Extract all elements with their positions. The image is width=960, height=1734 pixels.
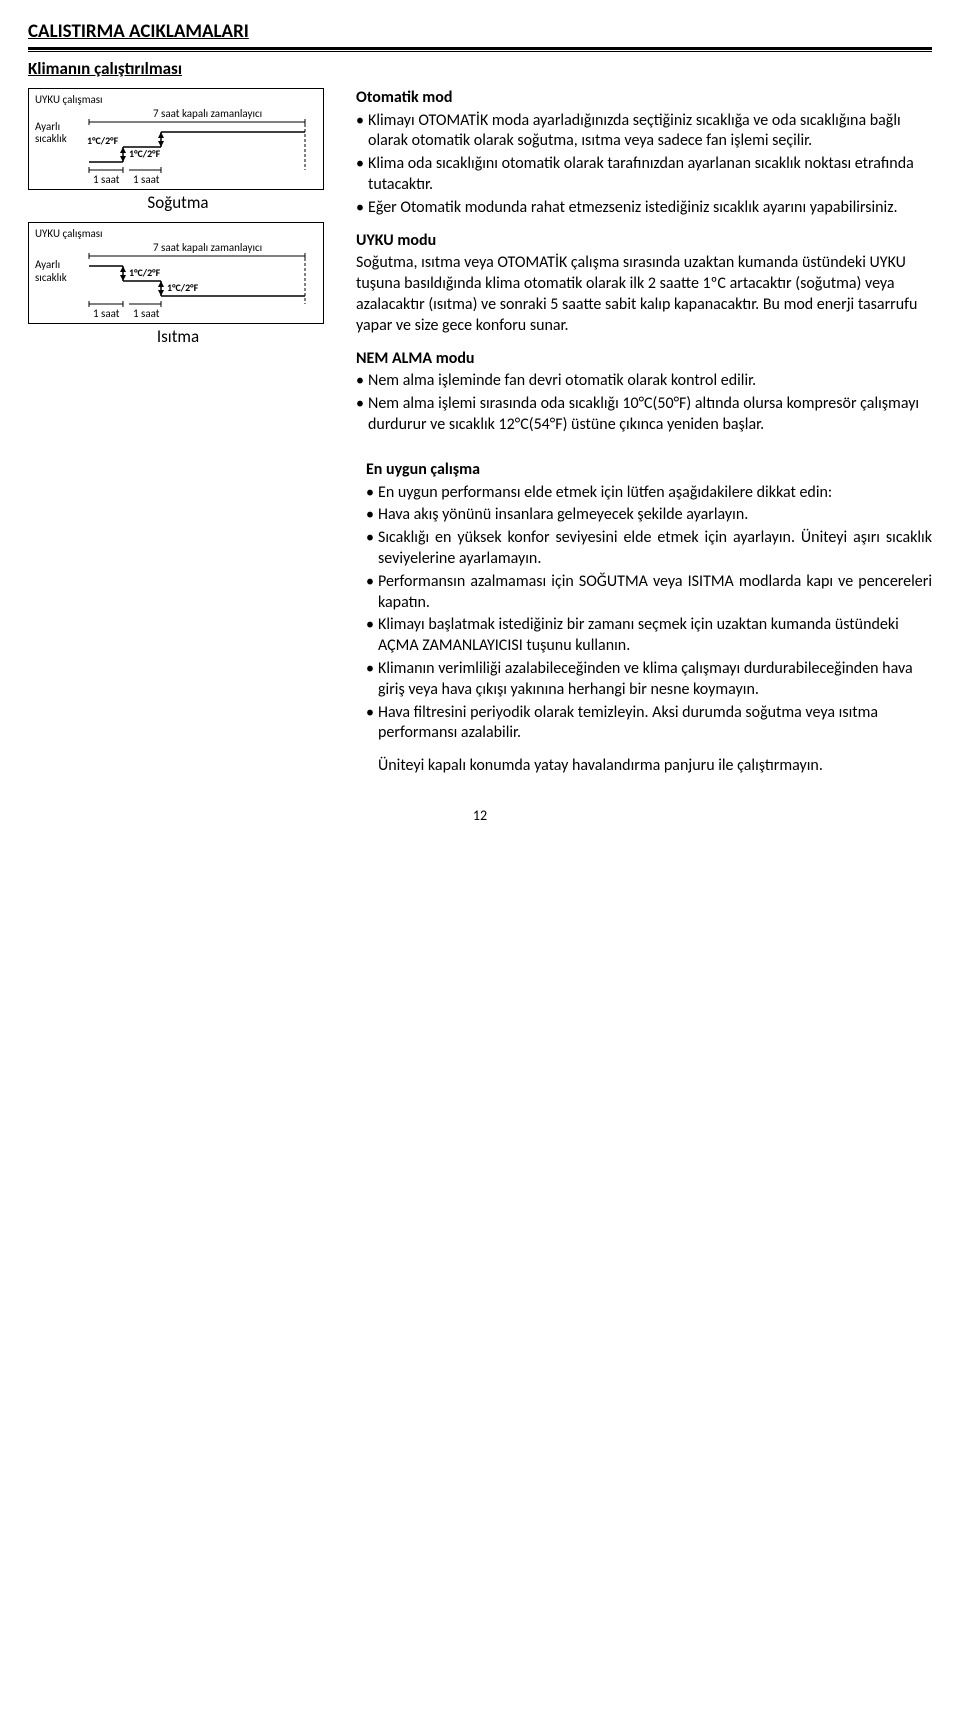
sleep-mode-heading: UYKU modu (356, 231, 932, 252)
diagram-cooling-svg: 7 saat kapalı zamanlayıcı 1°C/2° (83, 107, 317, 187)
step2-text: 1°C/2°F (87, 134, 119, 147)
optimal-footer: Üniteyi kapalı konumda yatay havalandırm… (366, 756, 932, 777)
subtitle: Klimanın çalıştırılması (28, 58, 932, 80)
opt-b1: En uygun performansı elde etmek için lüt… (366, 483, 932, 504)
opt-b4: Performansın azalmaması için SOĞUTMA vey… (366, 572, 932, 614)
timer-text: 7 saat kapalı zamanlayıcı (153, 241, 262, 254)
auto-mode-heading: Otomatik mod (356, 88, 932, 109)
diagram-heating-svg: 7 saat kapalı zamanlayıcı 1°C/2°F (83, 241, 317, 321)
optimal-section: En uygun çalışma En uygun performansı el… (366, 460, 932, 777)
page-title: CALISTIRMA ACIKLAMALARI (28, 20, 932, 45)
diagram-heating-box: UYKU çalışması Ayarlı sıcaklık 7 saat ka… (28, 222, 324, 324)
right-column: Otomatik mod Klimayı OTOMATİK moda ayarl… (356, 88, 932, 448)
dry-b2: Nem alma işlemi sırasında oda sıcaklığı … (356, 394, 932, 436)
title-rule (28, 47, 932, 52)
dry-mode-bullets: Nem alma işleminde fan devri otomatik ol… (356, 371, 932, 435)
diagram-cooling-box: UYKU çalışması Ayarlı sıcaklık 7 saat ka… (28, 88, 324, 190)
auto-b3: Eğer Otomatik modunda rahat etmezseniz i… (356, 198, 932, 219)
auto-b1: Klimayı OTOMATİK moda ayarladığınızda se… (356, 111, 932, 153)
opt-b5: Klimayı başlatmak istediğiniz bir zamanı… (366, 615, 932, 657)
diagram-cooling-caption: Soğutma (28, 192, 328, 214)
left-column: UYKU çalışması Ayarlı sıcaklık 7 saat ka… (28, 88, 328, 357)
timer-text: 7 saat kapalı zamanlayıcı (153, 107, 262, 120)
opt-b6: Klimanın verimliliği azalabileceğinden v… (366, 659, 932, 701)
two-column-layout: UYKU çalışması Ayarlı sıcaklık 7 saat ka… (28, 88, 932, 448)
dry-mode-heading: NEM ALMA modu (356, 349, 932, 370)
page-number: 12 (28, 807, 932, 825)
diagram-heating: UYKU çalışması Ayarlı sıcaklık 7 saat ka… (28, 222, 328, 348)
yaxis-line2: sıcaklık (35, 272, 83, 284)
diagram-cooling-uyku-label: UYKU çalışması (35, 93, 317, 107)
xtick2: 1 saat (133, 173, 160, 186)
diagram-cooling: UYKU çalışması Ayarlı sıcaklık 7 saat ka… (28, 88, 328, 214)
step1-text: 1°C/2°F (129, 266, 161, 279)
diagram-heating-caption: Isıtma (28, 326, 328, 348)
auto-mode-bullets: Klimayı OTOMATİK moda ayarladığınızda se… (356, 111, 932, 219)
xtick1: 1 saat (93, 173, 120, 186)
diagram-heating-uyku-label: UYKU çalışması (35, 227, 317, 241)
sleep-mode-text: Soğutma, ısıtma veya OTOMATİK çalışma sı… (356, 253, 932, 336)
yaxis-line2: sıcaklık (35, 133, 83, 145)
optimal-heading: En uygun çalışma (366, 460, 932, 481)
opt-b2: Hava akış yönünü insanlara gelmeyecek şe… (366, 505, 932, 526)
diagram-cooling-yaxis: Ayarlı sıcaklık (35, 107, 83, 145)
yaxis-line1: Ayarlı (35, 259, 83, 271)
auto-b2: Klima oda sıcaklığını otomatik olarak ta… (356, 154, 932, 196)
opt-b3: Sıcaklığı en yüksek konfor seviyesini el… (366, 528, 932, 570)
step1-text: 1°C/2°F (129, 147, 161, 160)
diagram-heating-yaxis: Ayarlı sıcaklık (35, 241, 83, 283)
opt-b7: Hava filtresini periyodik olarak temizle… (366, 703, 932, 745)
optimal-bullets: En uygun performansı elde etmek için lüt… (366, 483, 932, 745)
xtick2: 1 saat (133, 307, 160, 320)
step2-text: 1°C/2°F (167, 281, 199, 294)
dry-b1: Nem alma işleminde fan devri otomatik ol… (356, 371, 932, 392)
xtick1: 1 saat (93, 307, 120, 320)
